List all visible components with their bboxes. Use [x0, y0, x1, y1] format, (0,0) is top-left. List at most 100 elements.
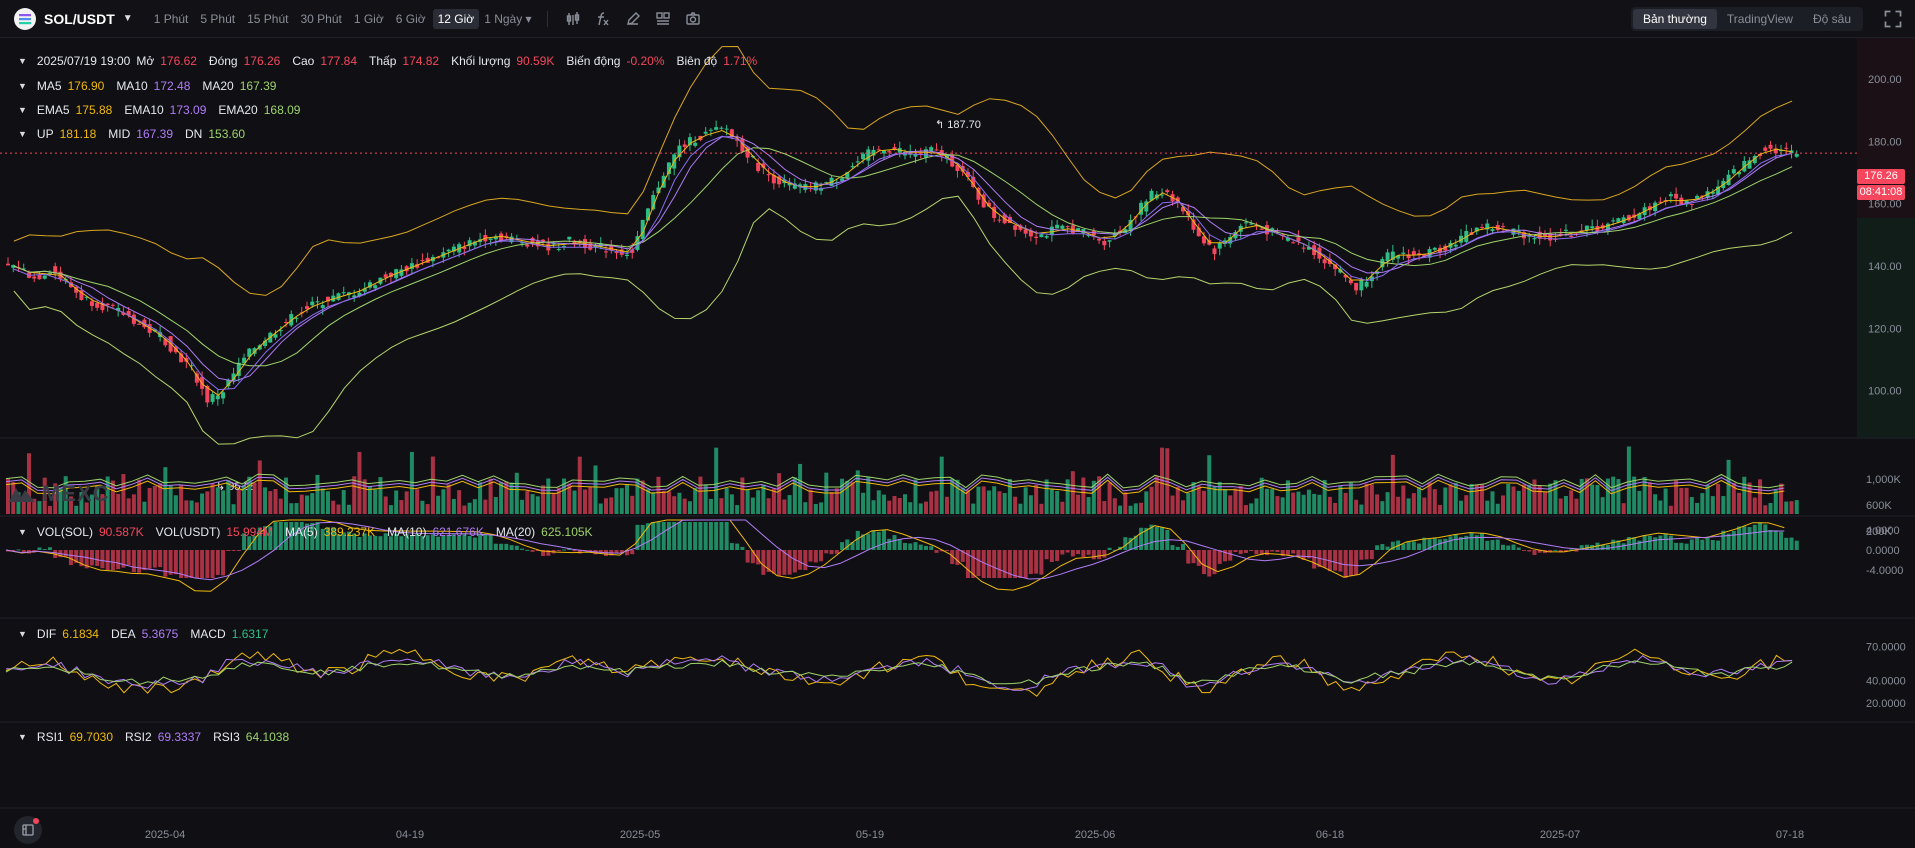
volume-bar	[1044, 479, 1049, 514]
volume-bar	[1705, 484, 1710, 514]
volume-bar	[63, 476, 68, 514]
macd-bar	[89, 550, 94, 566]
interval-5[interactable]: 6 Giờ	[395, 11, 426, 26]
chart-canvas[interactable]: 200.00 180.00 160.00 140.00 120.00 100.00 ↰ 18…	[0, 38, 1915, 848]
volume-bar	[1380, 501, 1385, 514]
volume-bar	[236, 489, 241, 514]
layout-grid-icon[interactable]	[648, 7, 678, 31]
candle-body	[89, 301, 94, 307]
volume-bar	[666, 491, 671, 514]
macd-bar	[997, 550, 1002, 578]
candle-body	[1674, 193, 1679, 199]
volume-bar	[226, 480, 231, 514]
macd-bar	[1222, 550, 1227, 562]
collapse-chevron-icon[interactable]: ▼	[18, 81, 27, 91]
volume-bar	[535, 496, 540, 514]
collapse-chevron-icon[interactable]: ▼	[18, 129, 27, 139]
macd-bar	[1076, 550, 1081, 555]
collapse-chevron-icon[interactable]: ▼	[18, 56, 27, 66]
candle-body	[1731, 169, 1736, 174]
view-depth-button[interactable]: Độ sâu	[1812, 12, 1851, 26]
candle-body	[1637, 213, 1642, 219]
macd-bar	[1527, 550, 1532, 552]
candle-body	[137, 323, 142, 325]
candle-body	[53, 266, 58, 274]
volume-bar	[630, 495, 635, 514]
macd-bar	[1695, 538, 1700, 550]
volume-bar	[205, 491, 210, 514]
view-standard-button[interactable]: Bản thường	[1632, 9, 1717, 29]
candle-body	[263, 340, 268, 346]
collapse-chevron-icon[interactable]: ▼	[18, 629, 27, 639]
macd-bar	[210, 550, 215, 578]
volume-bar	[609, 497, 614, 514]
collapse-chevron-icon[interactable]: ▼	[18, 105, 27, 115]
drawing-tools-button[interactable]	[14, 816, 42, 844]
macd-bar	[572, 550, 577, 552]
candle-body	[719, 127, 724, 129]
candle-body	[126, 311, 131, 316]
candle-body	[1107, 240, 1112, 242]
macd-bar	[1212, 550, 1217, 575]
volume-bar	[1076, 494, 1081, 514]
interval-0[interactable]: 1 Phút	[153, 11, 189, 26]
macd-bar	[310, 522, 315, 550]
candle-body	[1354, 282, 1359, 291]
view-switcher: Bản thường TradingView Độ sâu	[1630, 7, 1863, 31]
interval-4[interactable]: 1 Giờ	[353, 11, 384, 26]
rsi2-label: RSI2	[125, 730, 152, 744]
macd-bar	[373, 535, 378, 550]
macd-bar	[735, 543, 740, 550]
pencil-icon[interactable]	[618, 7, 648, 31]
macd-bar	[588, 550, 593, 552]
current-price-tag: 176.26	[1857, 169, 1905, 184]
ma20-label: MA20	[202, 79, 234, 93]
ema10-value: 173.09	[169, 103, 207, 117]
macd-bar	[1674, 542, 1679, 550]
macd-bar	[1480, 533, 1485, 550]
macd-bar	[1731, 530, 1736, 550]
camera-icon[interactable]	[678, 7, 708, 31]
candle-body	[388, 272, 393, 277]
volume-bar	[1338, 485, 1343, 514]
candle-body	[929, 147, 934, 152]
function-icon[interactable]	[588, 7, 618, 31]
candle-body	[971, 176, 976, 187]
interval-more-dropdown[interactable]: 1 Ngày ▾	[484, 11, 532, 26]
rsi1-label: RSI1	[36, 730, 64, 744]
volume-bar	[1385, 492, 1390, 514]
symbol-dropdown-icon[interactable]: ▼	[122, 13, 133, 24]
interval-1[interactable]: 5 Phút	[200, 11, 236, 26]
candle-body	[1658, 201, 1663, 203]
tools-icon	[22, 824, 34, 836]
ohlc-legend: ▼ 2025/07/19 19:00 Mở 176.62 Đóng 176.26 C…	[18, 54, 763, 68]
candle-body	[383, 274, 388, 278]
volume-bar	[1359, 504, 1364, 514]
kline-chart[interactable]: 200.00 180.00 160.00 140.00 120.00 100.00 ↰ 18…	[0, 38, 1915, 848]
macd-bar	[619, 550, 624, 554]
macd-bar	[1354, 550, 1359, 575]
candle-body	[798, 184, 803, 188]
indicator-bars-icon[interactable]	[558, 7, 588, 31]
candle-body	[819, 188, 824, 191]
macd-bar	[840, 542, 845, 550]
symbol-name[interactable]: SOL/USDT	[44, 10, 115, 27]
volume-bar	[908, 502, 913, 514]
candle-body	[656, 187, 661, 194]
collapse-chevron-icon[interactable]: ▼	[18, 527, 27, 537]
collapse-chevron-icon[interactable]: ▼	[18, 732, 27, 742]
macd-bar	[116, 550, 121, 570]
vol-tick-1: 600K	[1866, 500, 1892, 512]
volume-bar	[299, 494, 304, 514]
candle-body	[1485, 223, 1490, 230]
macd-value: 1.6317	[231, 627, 269, 641]
fullscreen-icon[interactable]	[1883, 9, 1903, 29]
view-tradingview-button[interactable]: TradingView	[1726, 12, 1793, 26]
macd-bar	[562, 549, 567, 551]
volume-bar	[960, 487, 965, 514]
interval-2[interactable]: 15 Phút	[247, 11, 289, 26]
vol-ma10-value: 621.676K	[432, 525, 484, 539]
interval-6[interactable]: 12 Giờ	[432, 8, 480, 29]
interval-3[interactable]: 30 Phút	[300, 11, 342, 26]
candle-body	[687, 137, 692, 146]
